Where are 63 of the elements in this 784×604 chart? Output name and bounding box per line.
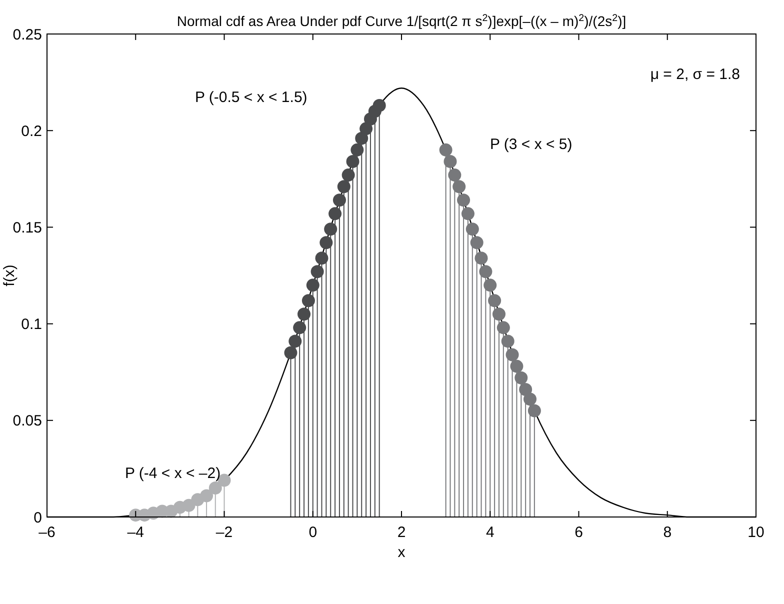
- point: [506, 348, 519, 362]
- point: [496, 321, 510, 334]
- x-tick-label: 8: [663, 524, 672, 541]
- x-tick-label: 10: [748, 524, 764, 541]
- point: [320, 236, 333, 250]
- point: [302, 294, 315, 308]
- point: [298, 308, 311, 321]
- annotation: P (3 < x < 5): [490, 136, 572, 153]
- point: [457, 194, 470, 207]
- x-tick-label: 6: [574, 524, 583, 541]
- point: [355, 132, 368, 145]
- point: [350, 143, 364, 156]
- annotation: μ = 2, σ = 1.8: [650, 66, 740, 83]
- x-tick-label: –6: [38, 524, 56, 541]
- y-tick-label: 0.1: [21, 316, 42, 334]
- annotation: P (-0.5 < x < 1.5): [195, 89, 308, 106]
- point: [337, 180, 350, 194]
- point: [284, 346, 298, 360]
- y-tick-label: 0.15: [12, 219, 42, 236]
- chart-title: Normal cdf as Area Under pdf Curve 1/[sqrt(2 π s$^{2}$)]exp[–((x – m)$^{2}$)/(2s$^{2}$)]: [176, 12, 626, 29]
- point: [470, 236, 484, 250]
- y-tick-label: 0.25: [12, 26, 42, 44]
- point: [452, 180, 466, 194]
- point: [461, 207, 474, 220]
- x-tick-label: 0: [308, 524, 318, 541]
- point: [510, 360, 524, 373]
- point: [514, 371, 528, 384]
- point: [332, 194, 346, 207]
- point: [474, 252, 488, 265]
- x-tick-label: 4: [486, 524, 494, 541]
- point: [492, 308, 506, 321]
- x-axis-title: x: [398, 544, 406, 561]
- point: [346, 155, 360, 168]
- point: [342, 168, 355, 182]
- point: [519, 382, 532, 396]
- y-tick-label: 0: [34, 509, 42, 526]
- x-tick-label: –2: [216, 524, 233, 541]
- point: [306, 278, 320, 292]
- point: [310, 265, 324, 278]
- point: [208, 482, 222, 495]
- y-axis-title: f(x): [1, 264, 18, 286]
- point: [466, 222, 479, 236]
- point: [439, 143, 452, 156]
- y-tick-label: 0.05: [12, 412, 42, 430]
- point: [200, 489, 214, 502]
- x-tick-label: –4: [127, 524, 144, 541]
- point: [288, 334, 302, 348]
- point: [479, 265, 492, 278]
- point: [293, 321, 306, 334]
- point: [315, 252, 328, 265]
- point: [524, 392, 537, 406]
- point: [448, 168, 462, 182]
- x-tick-label: 2: [397, 524, 406, 541]
- annotation: P (-4 < x < –2): [125, 465, 221, 482]
- y-tick-label: 0.2: [21, 122, 42, 140]
- point: [484, 278, 497, 292]
- point: [372, 98, 386, 112]
- point: [328, 207, 342, 220]
- point: [444, 155, 457, 168]
- point: [528, 404, 541, 418]
- point: [501, 334, 514, 348]
- point: [488, 294, 502, 308]
- point: [324, 222, 338, 236]
